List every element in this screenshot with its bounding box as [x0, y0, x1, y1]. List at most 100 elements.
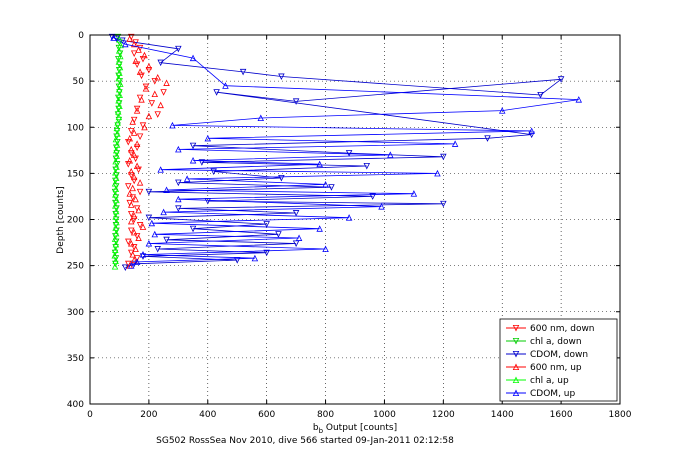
data-point	[130, 50, 138, 57]
data-point	[127, 217, 135, 225]
data-point	[145, 112, 153, 120]
series-chl-a-up	[111, 36, 124, 270]
data-point	[410, 190, 418, 197]
data-point	[132, 245, 139, 253]
data-point	[127, 145, 135, 153]
data-point	[129, 251, 136, 258]
data-point	[183, 175, 191, 182]
data-point	[189, 156, 197, 164]
data-point	[369, 193, 376, 200]
data-point	[175, 179, 182, 187]
data-point	[113, 218, 120, 226]
data-point	[112, 191, 119, 198]
data-point	[126, 35, 133, 42]
data-point	[278, 73, 285, 81]
data-point	[117, 80, 124, 87]
axis-ticks: 0 200 400 600 800 1000 1200 1400 1600 1800 0 50 100 1…	[67, 31, 632, 420]
data-point	[136, 68, 144, 75]
data-point	[113, 163, 120, 170]
data-point	[112, 207, 120, 215]
y-axis-label: Depth [counts]	[56, 186, 66, 253]
data-point	[115, 74, 122, 82]
data-point	[115, 108, 122, 115]
data-point	[127, 172, 135, 179]
data-point	[116, 36, 123, 43]
data-point	[157, 166, 164, 173]
data-point	[112, 135, 120, 143]
data-point	[112, 240, 120, 248]
data-point	[127, 127, 135, 135]
data-point	[112, 224, 119, 231]
data-point	[175, 145, 182, 153]
data-point	[113, 141, 121, 148]
legend-entry-label: CDOM, up	[530, 389, 575, 399]
y-tick-label: 150	[67, 169, 84, 179]
data-point	[154, 111, 161, 118]
data-point	[116, 91, 123, 98]
data-point	[133, 162, 141, 169]
data-point	[122, 264, 129, 271]
data-point	[127, 168, 135, 175]
data-point	[148, 100, 156, 107]
legend-entry-label: chl a, down	[530, 337, 582, 347]
data-point	[257, 114, 265, 122]
data-point	[130, 228, 138, 236]
legend-box	[499, 318, 618, 402]
data-point	[132, 195, 139, 203]
data-point	[154, 246, 161, 253]
data-point	[127, 262, 135, 269]
data-point	[316, 160, 323, 168]
data-point	[378, 203, 385, 210]
x-tick-label: 1600	[550, 410, 573, 420]
data-point	[139, 251, 147, 258]
data-point	[263, 221, 270, 228]
data-point	[114, 130, 121, 137]
data-point	[112, 185, 120, 193]
data-point	[112, 157, 119, 165]
data-point	[322, 180, 329, 188]
data-point	[133, 140, 141, 147]
data-series	[108, 33, 583, 271]
data-point	[133, 258, 141, 265]
data-point	[322, 245, 329, 253]
data-point	[169, 121, 176, 129]
data-point	[115, 58, 123, 65]
legend-entry-label: 600 nm, up	[530, 363, 582, 373]
data-point	[175, 195, 182, 203]
data-point	[151, 230, 159, 238]
data-point	[130, 173, 138, 181]
data-point	[440, 200, 447, 208]
data-point	[557, 76, 565, 83]
data-point	[528, 127, 535, 134]
data-point	[157, 59, 164, 67]
legend-entry-label: CDOM, down	[530, 350, 588, 360]
series-line	[113, 37, 579, 266]
data-point	[157, 101, 164, 109]
data-point	[160, 208, 167, 216]
data-point	[148, 219, 156, 227]
data-point	[575, 96, 583, 103]
data-point	[116, 69, 123, 76]
data-point	[115, 47, 123, 54]
data-point	[108, 33, 116, 41]
x-axis-label-rest: Output [counts]	[323, 423, 397, 433]
data-point	[498, 107, 506, 114]
x-tick-label: 600	[258, 410, 275, 420]
data-point	[189, 225, 197, 233]
x-tick-label: 800	[317, 410, 334, 420]
data-point	[292, 98, 300, 105]
x-tick-label: 1800	[609, 410, 632, 420]
data-point	[136, 179, 144, 186]
legend: 600 nm, down chl a, down CDOM, down 600 nm,…	[499, 318, 618, 402]
x-tick-label: 0	[87, 410, 93, 420]
legend-marker	[512, 389, 520, 397]
data-point	[125, 238, 132, 246]
x-axis-label-main: b	[313, 423, 319, 433]
data-point	[145, 239, 153, 247]
data-point	[451, 140, 459, 147]
data-point	[135, 206, 142, 214]
data-point	[204, 134, 212, 142]
data-point	[111, 263, 119, 270]
data-point	[434, 169, 441, 177]
